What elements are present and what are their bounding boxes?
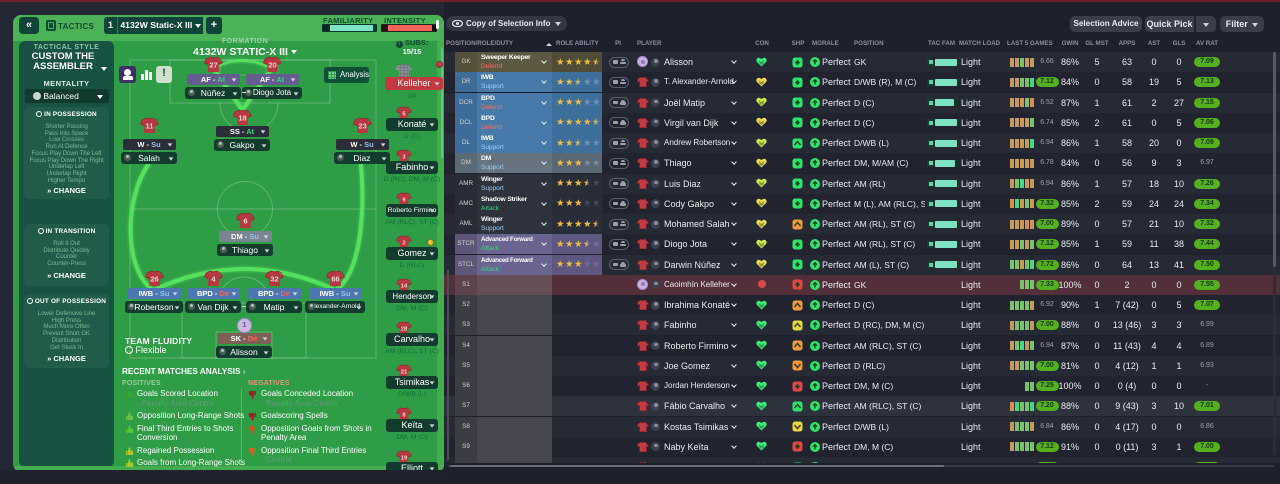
svg-text:2: 2 [402, 240, 405, 246]
svg-text:21: 21 [401, 369, 408, 375]
svg-text:18: 18 [238, 114, 246, 123]
svg-text:20: 20 [268, 61, 276, 70]
svg-text:9: 9 [402, 197, 405, 203]
svg-text:3: 3 [402, 154, 405, 160]
svg-text:5: 5 [402, 111, 406, 117]
svg-text:66: 66 [331, 275, 339, 284]
svg-text:27: 27 [209, 61, 217, 70]
svg-text:28: 28 [401, 326, 408, 332]
svg-text:6: 6 [243, 217, 247, 226]
svg-text:23: 23 [358, 122, 366, 131]
svg-text:14: 14 [401, 283, 408, 289]
svg-text:8: 8 [402, 412, 406, 418]
svg-text:19: 19 [401, 455, 407, 461]
svg-text:26: 26 [150, 275, 158, 284]
svg-text:11: 11 [145, 122, 153, 131]
svg-text:4: 4 [211, 275, 216, 284]
svg-text:32: 32 [270, 275, 278, 284]
